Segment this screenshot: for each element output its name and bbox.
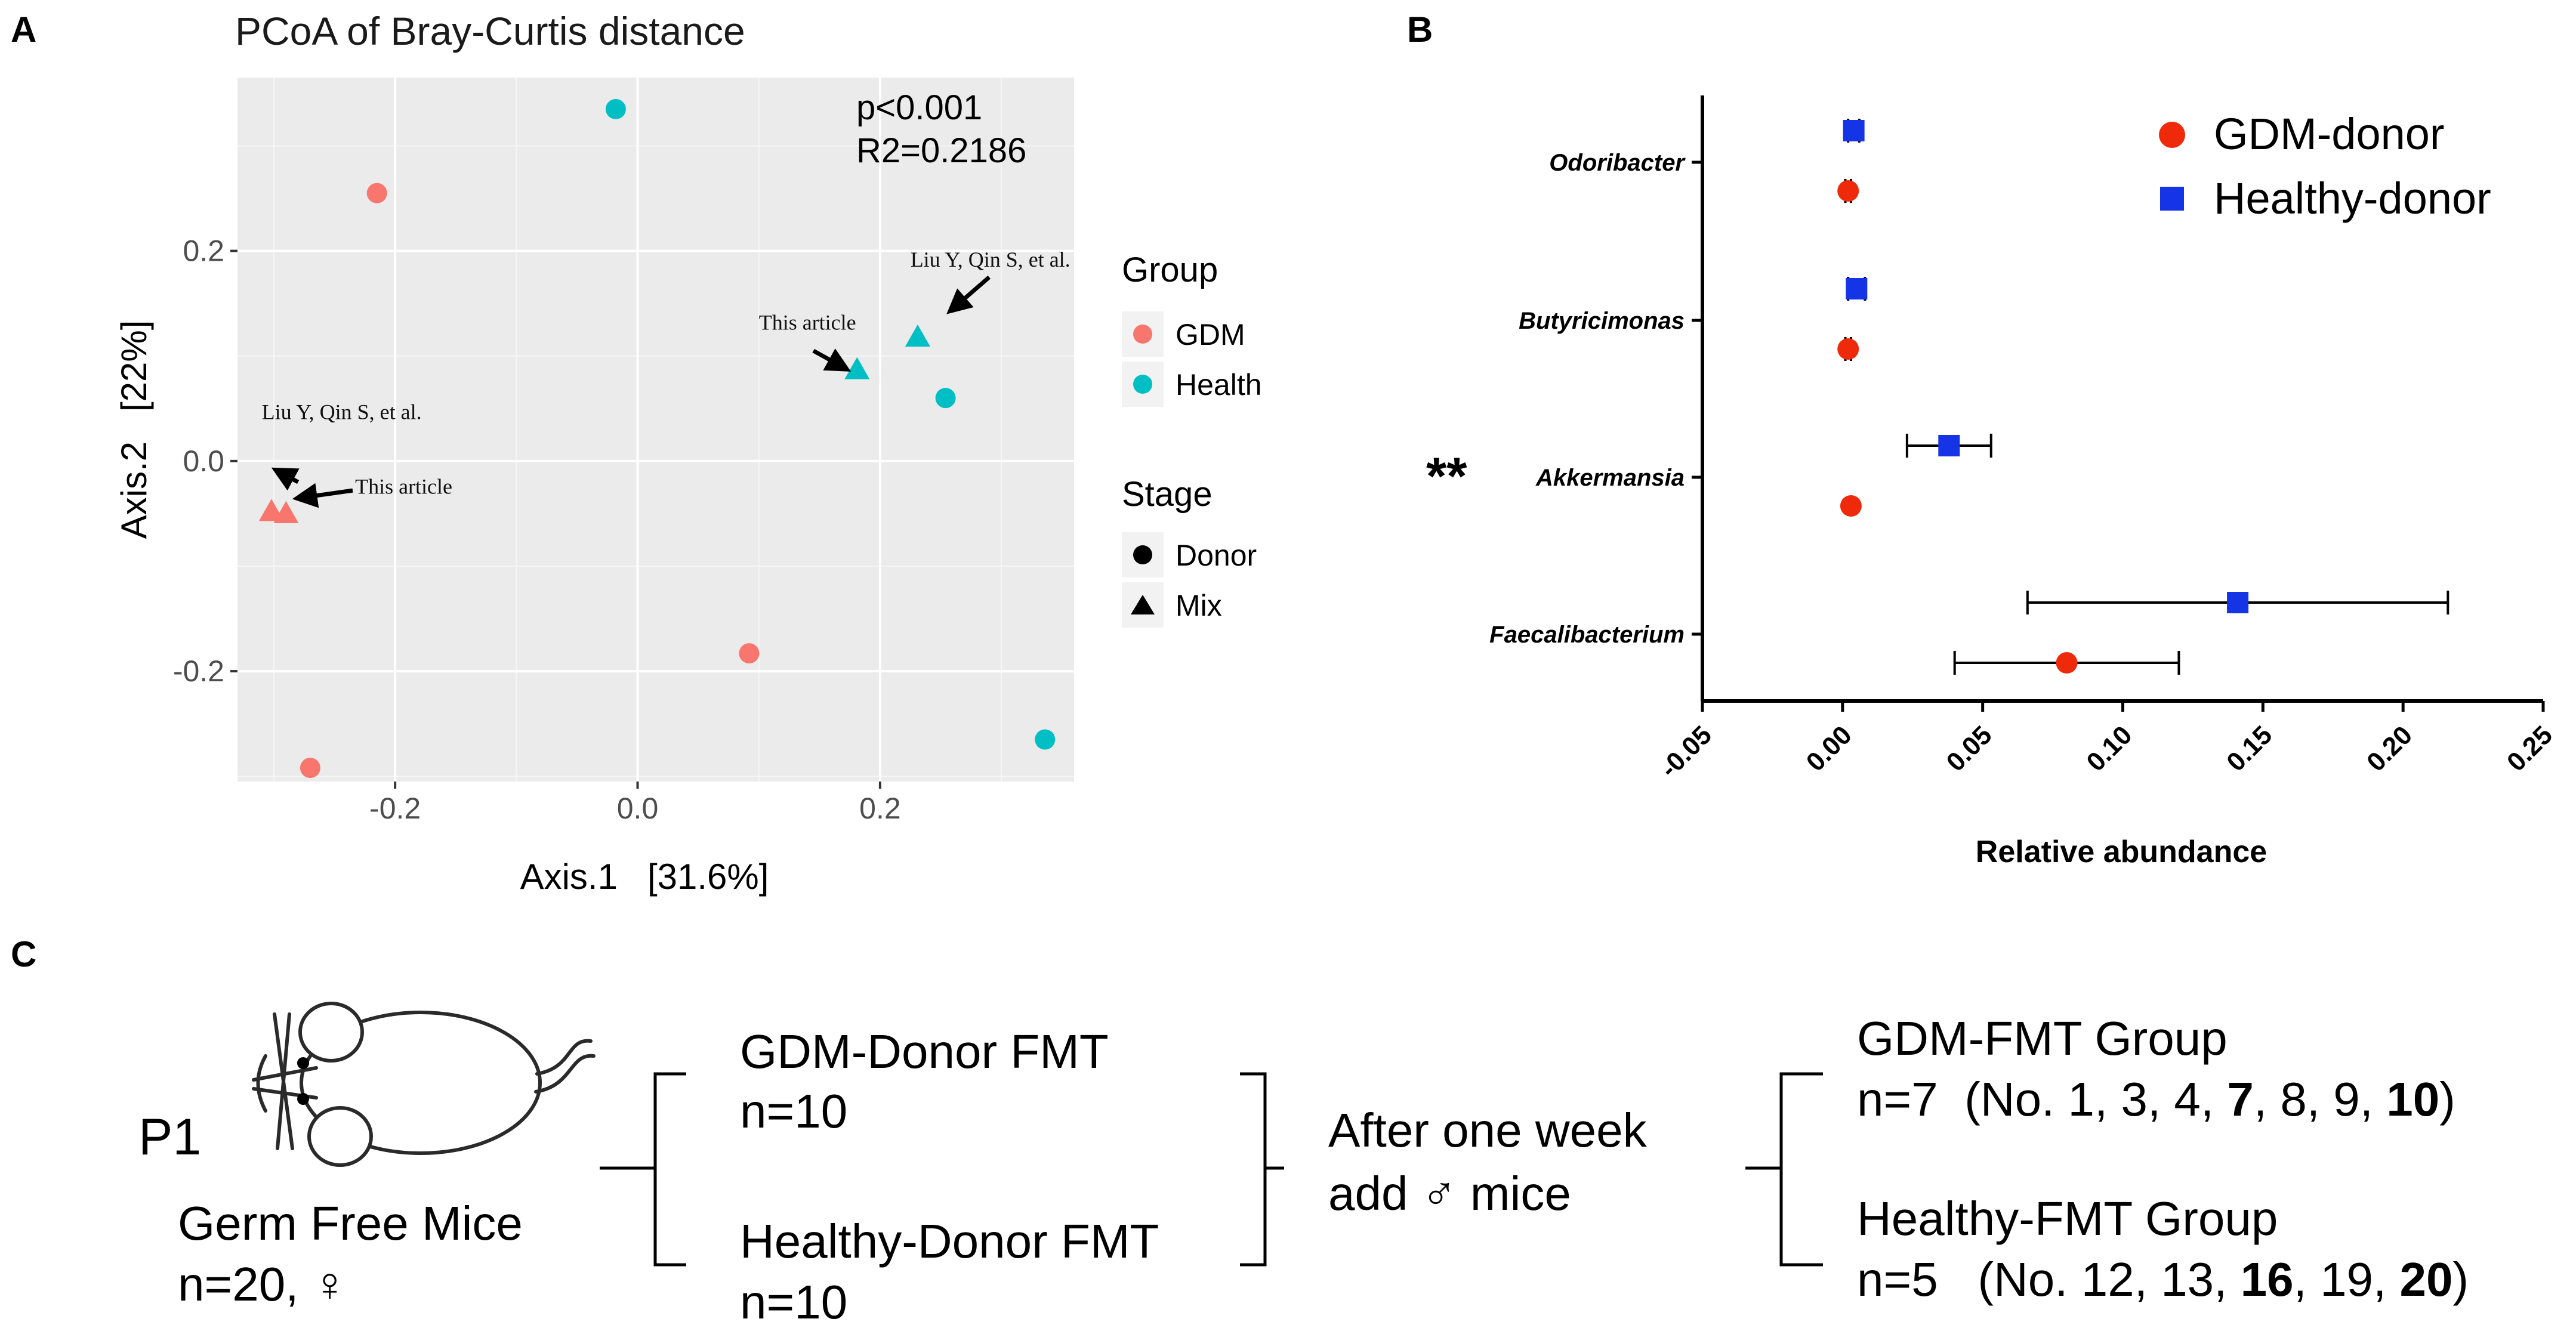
bracket-groups [1745, 1072, 1823, 1267]
legend-gdm-donor-marker [2159, 122, 2185, 148]
legend-gdm-label: GDM [1176, 318, 1245, 351]
pcoa-y-tick-label: 0.2 [183, 234, 224, 268]
abundance-category-label: Odoribacter [1549, 150, 1686, 176]
mouse-eye-icon [297, 1093, 309, 1105]
gdm-donor-fmt-title: GDM-Donor FMT [740, 1025, 1109, 1078]
pcoa-axis-ticks: -0.2 0.0 0.2 -0.2 0.0 0.2 [173, 234, 901, 825]
germ-free-count: n=20, ♀ [178, 1258, 348, 1311]
pcoa-x-tick-label: -0.2 [369, 792, 421, 825]
abundance-category-label: Butyricimonas [1519, 308, 1685, 334]
pcoa-xlabel: Axis.1 [31.6%] [520, 857, 769, 897]
pcoa-annotation-text: Liu Y, Qin S, et al. [262, 400, 422, 424]
pcoa-annotation-text: Liu Y, Qin S, et al. [911, 248, 1070, 271]
legend-mix-label: Mix [1176, 589, 1222, 622]
legend-healthy-donor-label: Healthy-donor [2214, 174, 2491, 223]
abundance-x-tick-label: 0.00 [1801, 720, 1858, 777]
pcoa-y-tick-label: 0.0 [183, 444, 224, 478]
bracket-after [1240, 1072, 1284, 1267]
panel-letter-c: C [11, 934, 36, 974]
abundance-x-tick-label: 0.15 [2221, 720, 2278, 777]
pcoa-annotation-arrow [946, 275, 991, 314]
pcoa-point-donor [935, 388, 956, 409]
abundance-category-label: Faecalibacterium [1489, 622, 1685, 648]
pcoa-legend: Group GDM Health Stage Donor Mix [1122, 251, 1262, 628]
healthy-donor-fmt-n: n=10 [740, 1276, 847, 1328]
pcoa-stat-p: p<0.001 [856, 88, 982, 127]
pcoa-point-mix [844, 357, 870, 379]
abundance-axis-ticks: -0.05 0.00 0.05 0.10 0.15 0.20 0.25 [1655, 160, 2558, 783]
pcoa-annotations: Liu Y, Qin S, et al. This article Liu Y, Q… [262, 248, 1070, 508]
gdm-donor-fmt-n: n=10 [740, 1085, 847, 1138]
abundance-categories: Odoribacter Butyricimonas Akkermansia Faeca… [1489, 150, 1686, 648]
pcoa-point-mix [905, 325, 930, 347]
legend-health-marker [1133, 375, 1152, 394]
abundance-x-tick-label: -0.05 [1655, 720, 1718, 783]
pcoa-panel-background [237, 78, 1074, 782]
pcoa-points [258, 98, 1056, 779]
mouse-eye-icon [297, 1057, 309, 1069]
healthy-donor-point [1846, 278, 1868, 299]
legend-mix-marker [1131, 595, 1155, 614]
p1-label: P1 [138, 1108, 201, 1166]
legend-group-title: Group [1122, 251, 1218, 289]
abundance-x-tick-label: 0.05 [1941, 720, 1998, 777]
gdm-fmt-group-members: n=7 (No. 1, 3, 4, 7, 8, 9, 10) [1857, 1073, 2455, 1126]
pcoa-x-tick-label: 0.0 [617, 792, 659, 825]
significance-marker: ** [1426, 446, 1467, 505]
pcoa-annotation-arrow [812, 348, 852, 372]
pcoa-plot-area: -0.2 0.0 0.2 -0.2 0.0 0.2 Liu Y, Qin S, et al… [173, 78, 1074, 825]
abundance-category-label: Akkermansia [1535, 465, 1685, 491]
abundance-x-tick-label: 0.25 [2501, 720, 2558, 777]
pcoa-annotation-text: This article [759, 311, 856, 335]
abundance-legend: GDM-donor Healthy-donor [2159, 109, 2491, 223]
pcoa-ylabel: Axis.2 [22%] [114, 320, 154, 539]
gdm-donor-point [1837, 338, 1859, 360]
after-week-line1: After one week [1328, 1104, 1648, 1157]
legend-donor-marker [1133, 545, 1152, 564]
pcoa-annotation-text: This article [355, 474, 452, 498]
abundance-x-tick-label: 0.20 [2361, 720, 2418, 777]
pcoa-point-donor [605, 98, 626, 119]
pcoa-gridlines [237, 78, 1074, 782]
healthy-donor-point [1843, 120, 1865, 141]
pcoa-point-donor [739, 643, 760, 664]
after-week-line2: add ♂ mice [1328, 1167, 1571, 1220]
legend-stage-title: Stage [1122, 475, 1213, 514]
healthy-donor-point [1938, 435, 1960, 456]
gdm-donor-point [1837, 180, 1859, 202]
legend-healthy-donor-marker [2160, 187, 2184, 211]
abundance-series [1837, 119, 2449, 675]
pcoa-stat-r2: R2=0.2186 [856, 131, 1026, 170]
healthy-donor-fmt-title: Healthy-Donor FMT [740, 1215, 1159, 1268]
gdm-fmt-group-title: GDM-FMT Group [1857, 1012, 2228, 1065]
healthy-fmt-group-members: n=5 (No. 12, 13, 16, 19, 20) [1857, 1253, 2469, 1306]
legend-gdm-marker [1133, 325, 1152, 344]
pcoa-annotation-arrow [292, 483, 353, 508]
healthy-donor-point [2227, 592, 2249, 613]
pcoa-y-tick-label: -0.2 [173, 654, 224, 688]
pcoa-x-tick-label: 0.2 [859, 792, 901, 825]
pcoa-annotation-arrow [271, 467, 300, 491]
bracket-donors [600, 1072, 686, 1267]
abundance-x-tick-label: 0.10 [2081, 720, 2137, 777]
mouse-icon [252, 1002, 596, 1167]
pcoa-point-donor [366, 183, 387, 203]
pcoa-point-donor [300, 758, 320, 779]
panel-letter-b: B [1407, 10, 1433, 50]
abundance-xlabel: Relative abundance [1976, 835, 2267, 869]
legend-gdm-donor-label: GDM-donor [2214, 109, 2445, 159]
panel-letter-a: A [11, 10, 36, 50]
legend-donor-label: Donor [1176, 539, 1257, 572]
pcoa-point-donor [1035, 729, 1056, 750]
germ-free-title: Germ Free Mice [178, 1197, 523, 1250]
pcoa-point-mix [258, 499, 284, 521]
gdm-donor-point [2056, 652, 2078, 674]
healthy-fmt-group-title: Healthy-FMT Group [1857, 1192, 2278, 1245]
pcoa-title: PCoA of Bray-Curtis distance [235, 9, 745, 53]
legend-health-label: Health [1176, 368, 1262, 402]
gdm-donor-point [1840, 495, 1862, 517]
pcoa-point-mix [273, 501, 299, 523]
